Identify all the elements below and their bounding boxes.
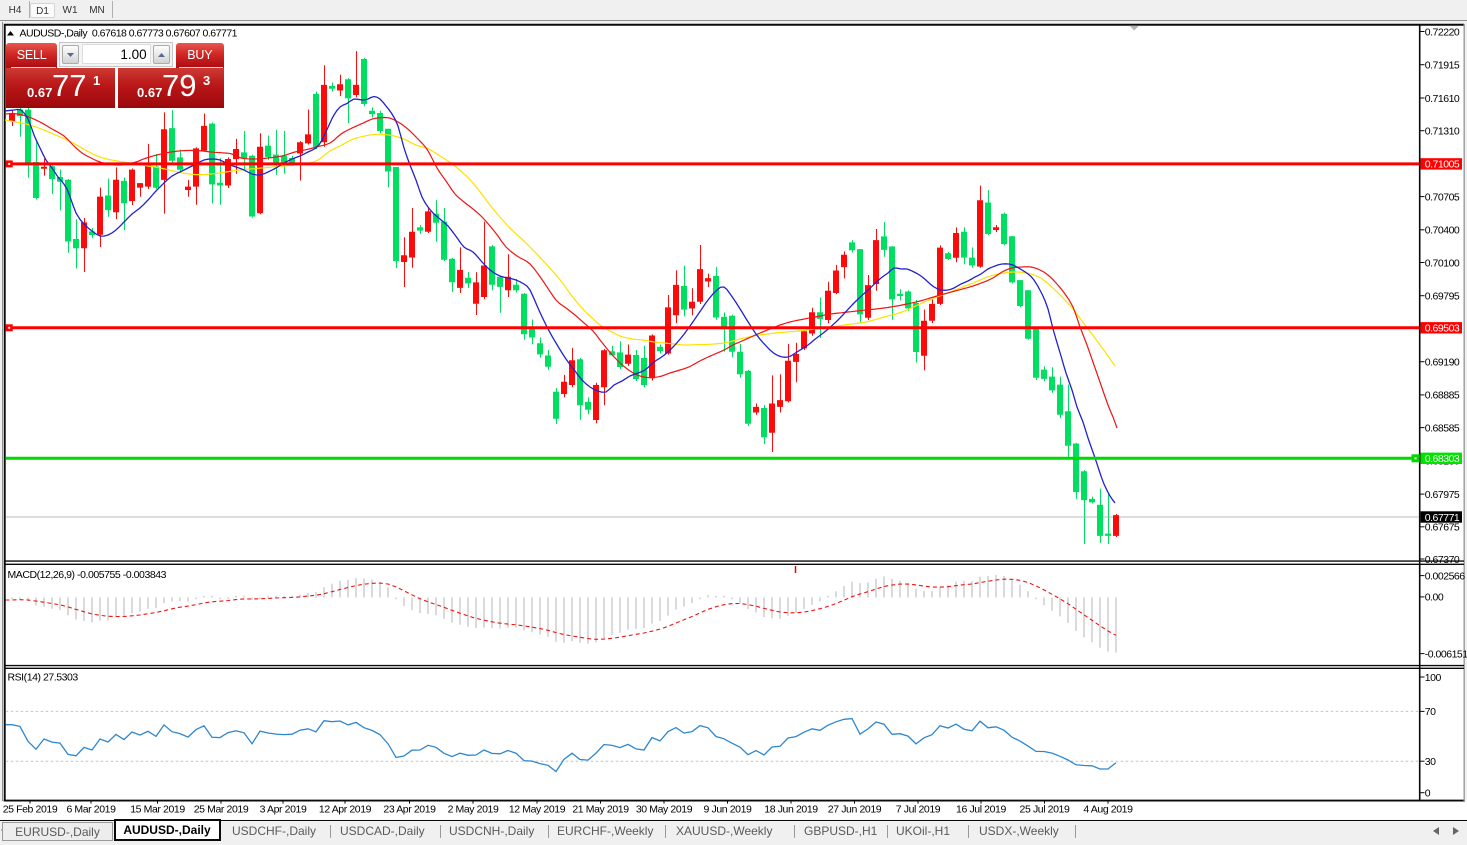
svg-text:12 May 2019: 12 May 2019 (509, 804, 566, 816)
svg-text:0.68585: 0.68585 (1425, 422, 1460, 434)
svg-text:12 Apr 2019: 12 Apr 2019 (319, 804, 372, 816)
svg-text:100: 100 (1425, 672, 1442, 684)
svg-text:3 Apr 2019: 3 Apr 2019 (260, 804, 307, 816)
svg-text:30: 30 (1425, 756, 1436, 768)
svg-text:0.67771: 0.67771 (1425, 512, 1460, 524)
svg-text:2 May 2019: 2 May 2019 (448, 804, 499, 816)
svg-text:16 Jul 2019: 16 Jul 2019 (956, 804, 1006, 816)
svg-text:9 Jun 2019: 9 Jun 2019 (704, 804, 753, 816)
svg-text:25 Jul 2019: 25 Jul 2019 (1020, 804, 1070, 816)
svg-text:0.69503: 0.69503 (1425, 323, 1460, 335)
svg-text:7 Jul 2019: 7 Jul 2019 (896, 804, 941, 816)
svg-text:15 Mar 2019: 15 Mar 2019 (130, 804, 185, 816)
svg-text:0.68885: 0.68885 (1425, 390, 1460, 402)
svg-text:0.72220: 0.72220 (1425, 26, 1460, 38)
svg-text:18 Jun 2019: 18 Jun 2019 (764, 804, 818, 816)
svg-text:0.002566: 0.002566 (1425, 570, 1465, 582)
svg-text:0.69190: 0.69190 (1425, 357, 1460, 369)
svg-text:70: 70 (1425, 706, 1436, 718)
svg-text:RSI(14) 27.5303: RSI(14) 27.5303 (8, 672, 79, 684)
svg-text:0.71310: 0.71310 (1425, 126, 1460, 138)
svg-text:30 May 2019: 30 May 2019 (636, 804, 693, 816)
svg-text:0.67975: 0.67975 (1425, 489, 1460, 501)
svg-text:0.67675: 0.67675 (1425, 522, 1460, 534)
svg-text:0.70100: 0.70100 (1425, 257, 1460, 269)
svg-text:25 Mar 2019: 25 Mar 2019 (194, 804, 249, 816)
svg-text:0.70400: 0.70400 (1425, 225, 1460, 237)
svg-text:MACD(12,26,9) -0.005755 -0.003: MACD(12,26,9) -0.005755 -0.003843 (8, 569, 167, 581)
svg-text:27 Jun 2019: 27 Jun 2019 (828, 804, 882, 816)
svg-text:0.68303: 0.68303 (1425, 453, 1460, 465)
svg-text:0.71915: 0.71915 (1425, 60, 1460, 72)
svg-text:0.71005: 0.71005 (1425, 159, 1460, 171)
svg-text:23 Apr 2019: 23 Apr 2019 (383, 804, 436, 816)
svg-text:0: 0 (1425, 788, 1431, 800)
svg-text:0.69795: 0.69795 (1425, 291, 1460, 303)
svg-text:0.71610: 0.71610 (1425, 93, 1460, 105)
svg-text:0.70705: 0.70705 (1425, 191, 1460, 203)
svg-text:25 Feb 2019: 25 Feb 2019 (3, 804, 58, 816)
svg-text:0.00: 0.00 (1425, 592, 1444, 604)
svg-text:6 Mar 2019: 6 Mar 2019 (66, 804, 116, 816)
svg-text:0.67370: 0.67370 (1425, 554, 1460, 566)
svg-text:AUDUSD-,Daily 0.67618 0.67773: AUDUSD-,Daily 0.67618 0.67773 0.67607 0.… (20, 28, 238, 40)
svg-text:21 May 2019: 21 May 2019 (572, 804, 629, 816)
svg-text:-0.006151: -0.006151 (1425, 648, 1467, 660)
svg-text:4 Aug 2019: 4 Aug 2019 (1083, 804, 1133, 816)
